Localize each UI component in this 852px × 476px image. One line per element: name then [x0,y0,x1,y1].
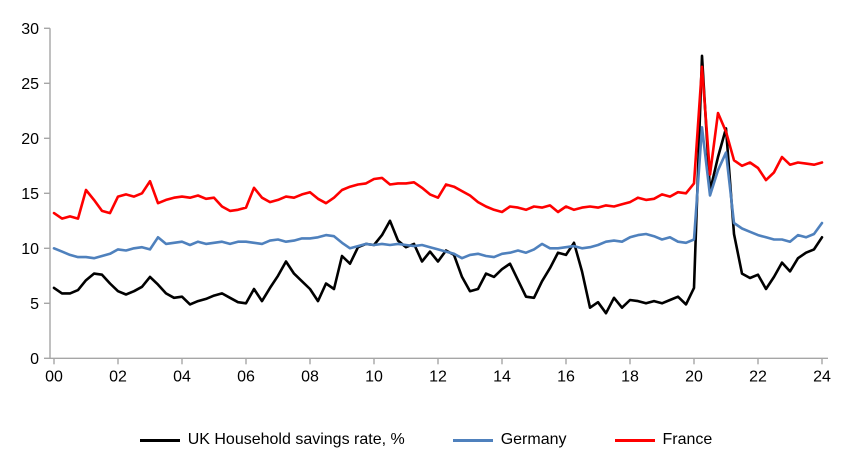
y-tick-label: 15 [21,186,39,203]
chart-legend: UK Household savings rate, % Germany Fra… [0,424,852,456]
y-tick-label: 20 [21,131,39,148]
x-tick-label: 18 [621,368,639,385]
y-tick-label: 30 [21,21,39,38]
y-tick-label: 5 [30,296,39,313]
x-tick-label: 22 [749,368,767,385]
y-tick-label: 0 [30,351,39,368]
legend-item-france: France [614,431,713,449]
x-tick-label: 24 [813,368,831,385]
y-tick-label: 10 [21,241,39,258]
x-tick-label: 04 [173,368,191,385]
legend-label-germany: Germany [500,431,567,448]
legend-item-uk: UK Household savings rate, % [139,431,405,449]
x-tick-label: 16 [557,368,575,385]
series-line-france [52,65,824,220]
y-tick-label: 25 [21,76,39,93]
x-tick-label: 00 [45,368,63,385]
x-tick-label: 06 [237,368,255,385]
x-tick-label: 02 [109,368,127,385]
chart-svg: 0 5 10 15 20 25 30 00 02 04 06 08 10 12 14 16 18 20 22 24 [21,21,831,385]
legend-item-germany: Germany [452,431,567,449]
legend-label-france: France [662,431,713,448]
x-tick-label: 12 [429,368,447,385]
series-line-uk [52,54,824,315]
france-line-swatch-icon [614,438,655,442]
series-line-germany [52,126,824,260]
legend-label-uk: UK Household savings rate, % [187,431,405,448]
x-tick-label: 20 [685,368,703,385]
x-tick-label: 08 [301,368,319,385]
x-tick-label: 10 [365,368,383,385]
uk-line-swatch-icon [139,438,180,442]
germany-line-swatch-icon [452,438,493,442]
x-tick-label: 14 [493,368,511,385]
